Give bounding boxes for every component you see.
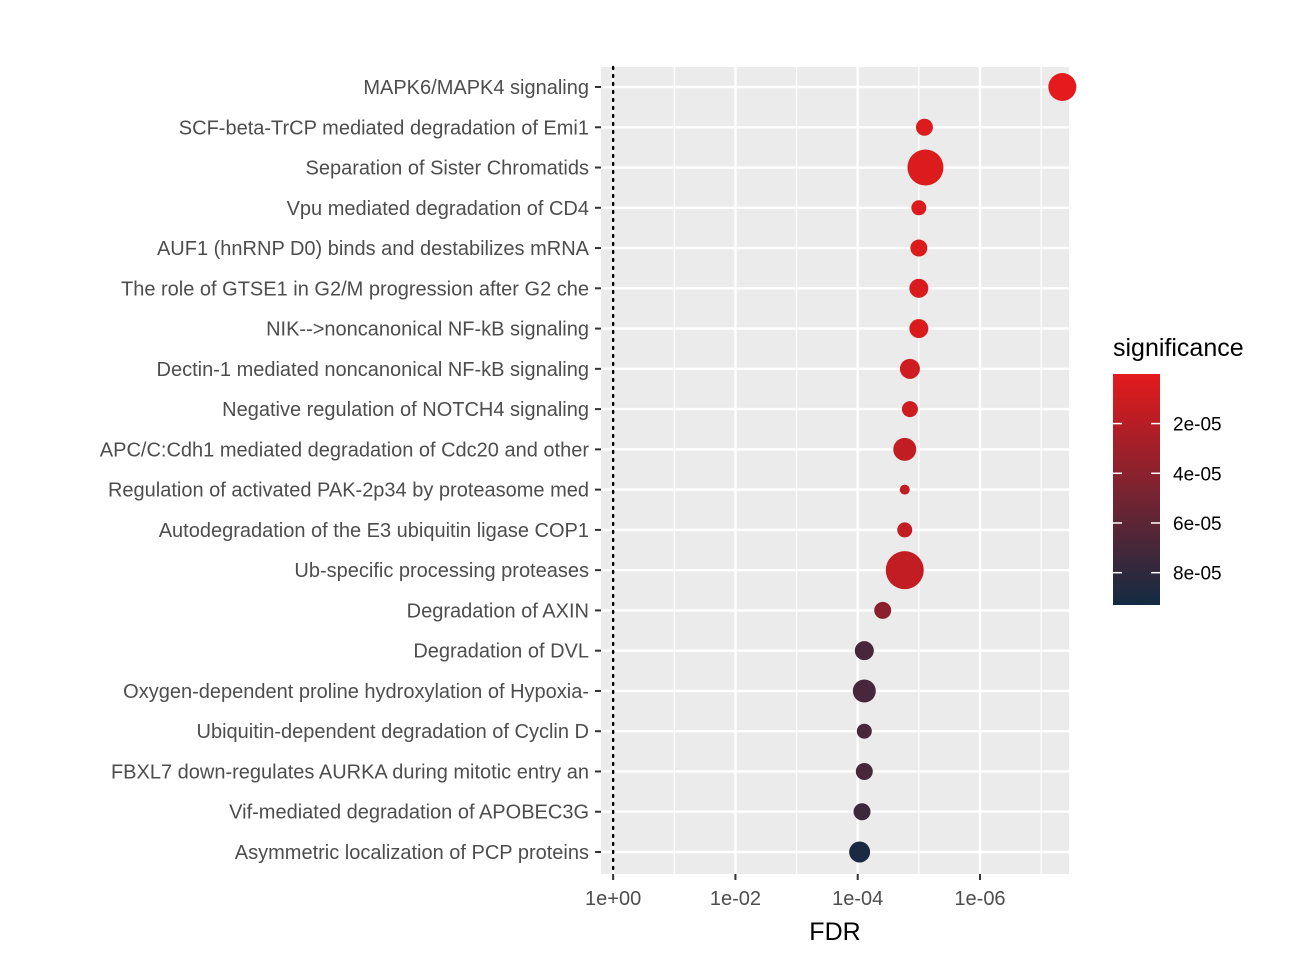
y-tick-label: NIK-->noncanonical NF-kB signaling [266, 319, 589, 341]
point-6 [909, 278, 929, 298]
x-tick-label: 1e+00 [585, 888, 641, 910]
legend-tick-label: 8e-05 [1173, 564, 1222, 585]
point-5 [910, 239, 928, 257]
point-1 [1048, 73, 1077, 101]
point-8 [899, 358, 920, 379]
x-axis-title: FDR [809, 918, 860, 946]
y-tick-label: Vpu mediated degradation of CD4 [287, 198, 589, 220]
y-tick-label: Ubiquitin-dependent degradation of Cycli… [197, 721, 589, 743]
y-tick-label: AUF1 (hnRNP D0) binds and destabilizes m… [157, 238, 590, 260]
legend-ticks: 2e-05 4e-05 6e-05 8e-05 [1113, 415, 1222, 585]
y-axis-labels: MAPK6/MAPK4 signaling SCF-beta-TrCP media… [100, 77, 601, 864]
y-tick-label: APC/C:Cdh1 mediated degradation of Cdc20… [100, 439, 590, 461]
y-tick-label: Separation of Sister Chromatids [306, 158, 589, 180]
point-19 [853, 803, 871, 821]
point-3 [907, 149, 944, 186]
plot-panel [601, 67, 1069, 874]
point-7 [909, 319, 929, 339]
point-4 [911, 200, 927, 216]
legend-colorbar [1113, 374, 1160, 605]
legend-tick-label: 2e-05 [1173, 415, 1222, 436]
x-tick-label: 1e-02 [710, 888, 761, 910]
point-14 [874, 601, 892, 619]
point-18 [855, 762, 873, 780]
y-tick-label: SCF-beta-TrCP mediated degradation of Em… [179, 117, 589, 139]
y-tick-label: Degradation of DVL [413, 641, 589, 663]
y-tick-label: Dectin-1 mediated noncanonical NF-kB sig… [157, 359, 589, 381]
point-15 [854, 641, 874, 661]
x-tick-label: 1e-06 [954, 888, 1005, 910]
point-20 [849, 841, 871, 863]
y-tick-label: Ub-specific processing proteases [294, 560, 589, 582]
y-tick-label: Regulation of activated PAK-2p34 by prot… [108, 480, 589, 502]
y-tick-label: The role of GTSE1 in G2/M progression af… [121, 278, 589, 300]
y-tick-label: Vif-mediated degradation of APOBEC3G [229, 802, 589, 824]
legend-tick-label: 6e-05 [1173, 514, 1222, 535]
legend-title: significance [1113, 334, 1244, 362]
point-13 [885, 551, 924, 590]
y-tick-label: Autodegradation of the E3 ubiquitin liga… [159, 520, 589, 542]
y-tick-label: FBXL7 down-regulates AURKA during mitoti… [111, 761, 589, 783]
point-12 [897, 522, 913, 538]
legend: significance 2e-05 4e-05 6e-05 8e-05 [1113, 334, 1244, 605]
y-tick-label: Negative regulation of NOTCH4 signaling [222, 399, 589, 421]
data-points [849, 73, 1077, 863]
point-10 [893, 437, 917, 461]
x-tick-label: 1e-04 [832, 888, 883, 910]
legend-tick-label: 4e-05 [1173, 464, 1222, 485]
point-11 [899, 484, 910, 495]
y-tick-label: Asymmetric localization of PCP proteins [235, 842, 589, 864]
point-9 [901, 401, 918, 418]
y-tick-label: Oxygen-dependent proline hydroxylation o… [123, 681, 589, 703]
grid-lines [601, 67, 1069, 874]
point-2 [915, 118, 933, 136]
y-tick-label: Degradation of AXIN [407, 600, 589, 622]
y-tick-label: MAPK6/MAPK4 signaling [363, 77, 589, 99]
point-16 [852, 679, 876, 703]
point-17 [856, 723, 872, 739]
x-axis: 1e+00 1e-02 1e-04 1e-06 [585, 874, 1006, 910]
